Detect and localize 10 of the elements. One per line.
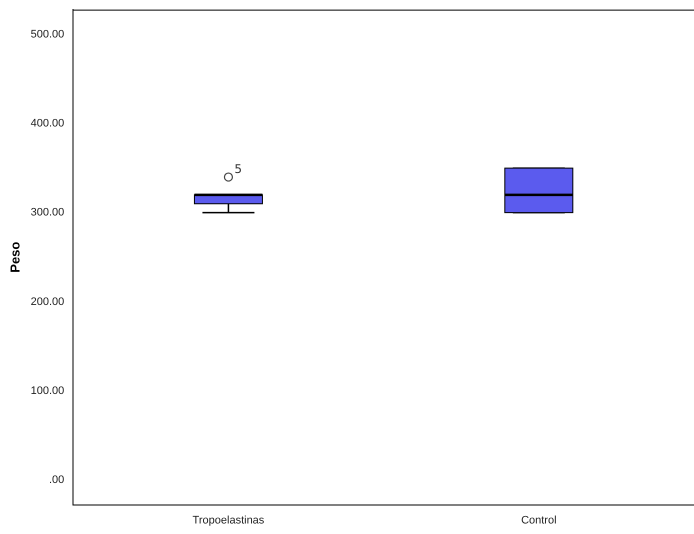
x-tick-label: Tropoelastinas <box>192 514 265 526</box>
y-tick-label: 300.00 <box>30 206 64 219</box>
x-tick-label: Control <box>521 514 557 526</box>
annotation: 5 <box>234 162 242 176</box>
y-tick-label: 400.00 <box>30 118 64 130</box>
y-axis-title: Peso <box>7 242 22 273</box>
y-tick-label: 200.00 <box>30 296 64 308</box>
y-tick-label: 500.00 <box>30 28 64 41</box>
y-tick-label: .00 <box>48 474 64 486</box>
y-tick-label: 100.00 <box>30 384 64 397</box>
